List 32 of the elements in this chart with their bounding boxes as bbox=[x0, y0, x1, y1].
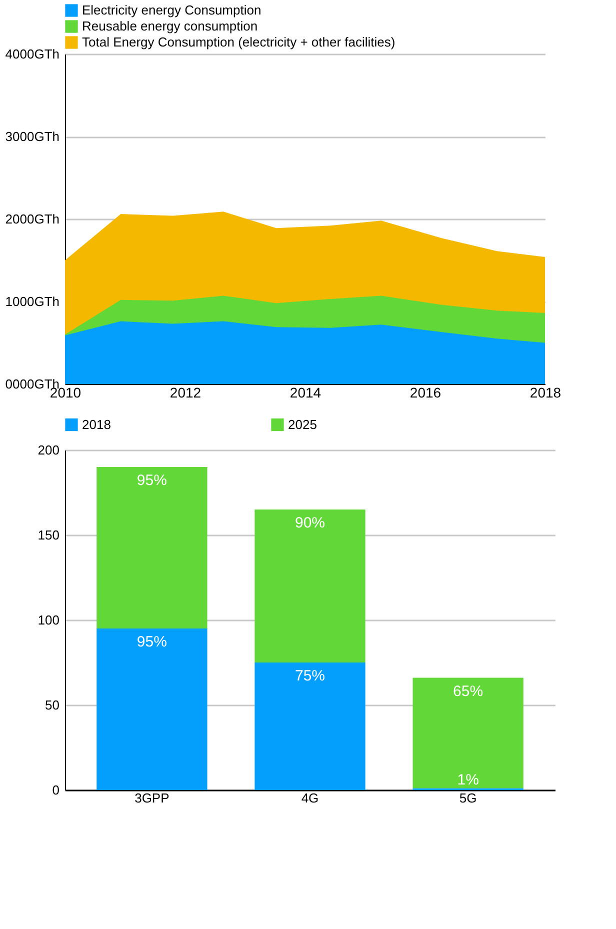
bar bbox=[254, 662, 366, 790]
legend-label: Electricity energy Consumption bbox=[82, 2, 262, 18]
y-tick-label: 3000GTh bbox=[5, 129, 60, 144]
y-tick-label: 2000GTh bbox=[5, 212, 60, 226]
x-tick-label: 5G bbox=[459, 790, 477, 806]
x-tick-label: 2018 bbox=[530, 384, 562, 400]
legend-label: Total Energy Consumption (electricity + other facilities) bbox=[82, 34, 396, 50]
data-label: 95% bbox=[136, 634, 167, 650]
y-tick-label: 0 bbox=[52, 782, 60, 798]
data-label: 95% bbox=[136, 472, 167, 489]
data-label: 65% bbox=[453, 682, 484, 700]
data-label: 75% bbox=[294, 668, 326, 684]
x-tick-label: 2016 bbox=[410, 384, 442, 400]
bar bbox=[96, 628, 208, 790]
y-tick-label: 1000GTh bbox=[5, 294, 60, 309]
bar bbox=[254, 510, 366, 662]
y-tick-label: 150 bbox=[38, 528, 60, 542]
bar bbox=[412, 678, 524, 788]
x-tick-label: 2014 bbox=[290, 384, 322, 400]
data-label: 1% bbox=[457, 771, 479, 788]
y-tick-label: 200 bbox=[38, 442, 60, 458]
x-tick-label: 4G bbox=[301, 790, 319, 806]
legend-label: 2025 bbox=[288, 416, 317, 432]
legend-label: Reusable energy consumption bbox=[82, 18, 258, 34]
x-tick-label: 2012 bbox=[170, 384, 202, 400]
y-tick-label: 4000GTh bbox=[5, 46, 60, 62]
y-tick-label: 50 bbox=[45, 698, 60, 712]
data-label: 90% bbox=[294, 514, 326, 532]
bar bbox=[96, 467, 208, 628]
x-tick-label: 3GPP bbox=[134, 790, 170, 806]
y-tick-label: 100 bbox=[38, 612, 60, 628]
legend-label: 2018 bbox=[82, 416, 111, 432]
